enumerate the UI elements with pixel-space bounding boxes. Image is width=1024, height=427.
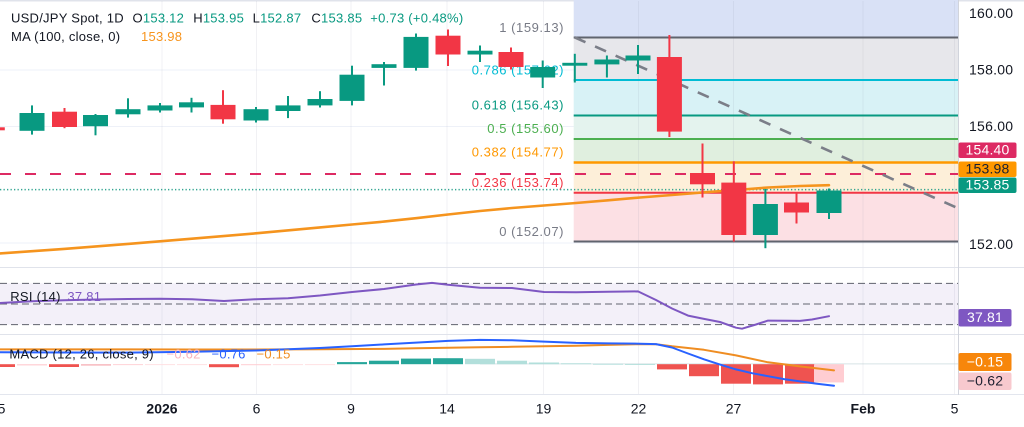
- svg-text:9: 9: [347, 401, 355, 417]
- svg-text:14: 14: [439, 401, 455, 417]
- svg-text:37.81: 37.81: [67, 289, 101, 304]
- svg-text:−0.62: −0.62: [167, 346, 201, 361]
- svg-text:37.81: 37.81: [967, 309, 1003, 325]
- svg-text:−0.15: −0.15: [967, 353, 1003, 369]
- svg-text:Feb: Feb: [851, 401, 876, 417]
- svg-text:156.00: 156.00: [969, 118, 1013, 134]
- svg-text:2026: 2026: [146, 401, 177, 417]
- svg-text:−0.76: −0.76: [212, 346, 246, 361]
- svg-text:153.98: 153.98: [965, 161, 1009, 177]
- svg-text:19: 19: [536, 401, 552, 417]
- svg-text:O153.12: O153.12: [133, 10, 185, 25]
- svg-text:1 (159.13): 1 (159.13): [499, 20, 564, 35]
- svg-text:152.00: 152.00: [969, 236, 1013, 252]
- svg-text:+0.73 (+0.48%): +0.73 (+0.48%): [370, 10, 463, 25]
- svg-text:MA (100, close, 0): MA (100, close, 0): [11, 29, 120, 44]
- svg-text:USD/JPY Spot, 1D: USD/JPY Spot, 1D: [11, 10, 124, 25]
- svg-text:−0.62: −0.62: [967, 373, 1003, 389]
- svg-text:C153.85: C153.85: [311, 10, 362, 25]
- svg-text:0.618 (156.43): 0.618 (156.43): [472, 97, 564, 112]
- svg-text:RSI (14): RSI (14): [10, 289, 60, 304]
- svg-text:22: 22: [631, 401, 647, 417]
- svg-text:0 (152.07): 0 (152.07): [499, 224, 564, 239]
- svg-text:0.382 (154.77): 0.382 (154.77): [472, 144, 564, 159]
- svg-text:153.85: 153.85: [965, 177, 1009, 193]
- svg-text:0.236 (153.74): 0.236 (153.74): [472, 175, 564, 190]
- svg-text:27: 27: [726, 401, 742, 417]
- svg-text:5: 5: [951, 401, 959, 417]
- svg-text:158.00: 158.00: [969, 62, 1013, 78]
- svg-text:154.40: 154.40: [965, 142, 1009, 158]
- svg-text:5: 5: [0, 401, 6, 417]
- svg-text:153.98: 153.98: [141, 29, 182, 44]
- svg-text:H153.95: H153.95: [193, 10, 244, 25]
- svg-text:L152.87: L152.87: [253, 10, 302, 25]
- svg-text:MACD (12, 26, close, 9): MACD (12, 26, close, 9): [9, 346, 153, 361]
- svg-text:0.5 (155.60): 0.5 (155.60): [487, 121, 564, 136]
- svg-text:6: 6: [253, 401, 261, 417]
- svg-text:160.00: 160.00: [969, 5, 1013, 21]
- svg-text:−0.15: −0.15: [257, 346, 291, 361]
